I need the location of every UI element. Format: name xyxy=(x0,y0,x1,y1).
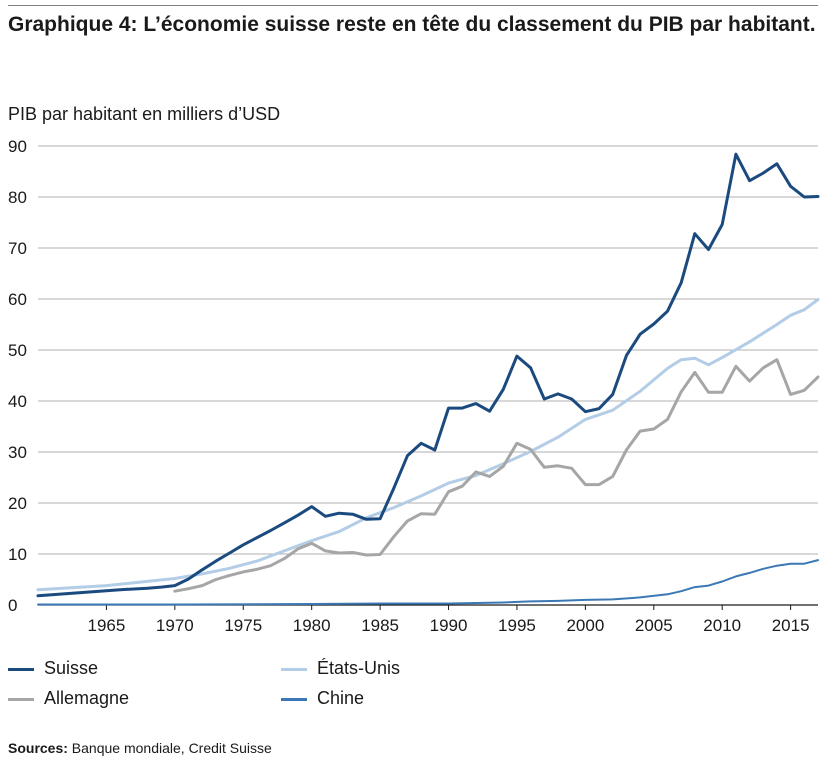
top-rule xyxy=(8,5,818,6)
x-tick-label-2015: 2015 xyxy=(772,616,810,635)
y-tick-label-40: 40 xyxy=(8,392,27,411)
x-tick-label-2000: 2000 xyxy=(566,616,604,635)
source-label: Sources: xyxy=(8,740,68,756)
series-line-chine xyxy=(37,559,819,606)
legend-swatch-chine xyxy=(281,698,307,701)
y-tick-label-80: 80 xyxy=(8,188,27,207)
y-tick-label-30: 30 xyxy=(8,443,27,462)
x-tick-label-1970: 1970 xyxy=(156,616,194,635)
x-tick-label-1965: 1965 xyxy=(88,616,126,635)
line-chart: 0 10 20 30 40 50 60 70 80 90 1965 1970 1975 1980 1985… xyxy=(8,137,820,635)
y-tick-label-50: 50 xyxy=(8,341,27,360)
y-tick-label-70: 70 xyxy=(8,239,27,258)
y-axis-label: PIB par habitant en milliers d’USD xyxy=(8,104,281,124)
y-tick-label-20: 20 xyxy=(8,494,27,513)
series-line-allemagne xyxy=(173,358,820,593)
legend-swatch-etats-unis xyxy=(281,668,307,671)
y-tick-label-10: 10 xyxy=(8,545,27,564)
x-tick-label-1995: 1995 xyxy=(498,616,536,635)
x-tick-label-1985: 1985 xyxy=(361,616,399,635)
legend-swatch-allemagne xyxy=(8,698,34,701)
y-tick-label-0: 0 xyxy=(8,596,17,615)
legend-label-etats-unis: États-Unis xyxy=(317,658,401,678)
series-line-suisse xyxy=(36,152,820,598)
y-tick-label-60: 60 xyxy=(8,290,27,309)
x-tick-label-2010: 2010 xyxy=(703,616,741,635)
x-tick-label-2005: 2005 xyxy=(635,616,673,635)
series-lines xyxy=(36,152,820,606)
source-note: Sources: Banque mondiale, Credit Suisse xyxy=(8,740,272,756)
legend-label-chine: Chine xyxy=(317,688,365,708)
legend-label-allemagne: Allemagne xyxy=(44,688,130,708)
x-tick-labels: 1965 1970 1975 1980 1985 1990 1995 2000 2005 2010… xyxy=(88,616,810,635)
grid-lines xyxy=(38,145,818,610)
x-tick-label-1980: 1980 xyxy=(293,616,331,635)
y-tick-label-90: 90 xyxy=(8,137,27,156)
x-tick-label-1975: 1975 xyxy=(224,616,262,635)
x-tick-label-1990: 1990 xyxy=(430,616,468,635)
y-tick-labels: 0 10 20 30 40 50 60 70 80 90 xyxy=(8,137,27,615)
legend-label-suisse: Suisse xyxy=(44,658,99,678)
source-text: Banque mondiale, Credit Suisse xyxy=(67,740,272,756)
series-line-etats-unis xyxy=(36,298,820,592)
legend-swatch-suisse xyxy=(8,668,34,671)
chart-title: Graphique 4: L’économie suisse reste en … xyxy=(8,13,816,36)
